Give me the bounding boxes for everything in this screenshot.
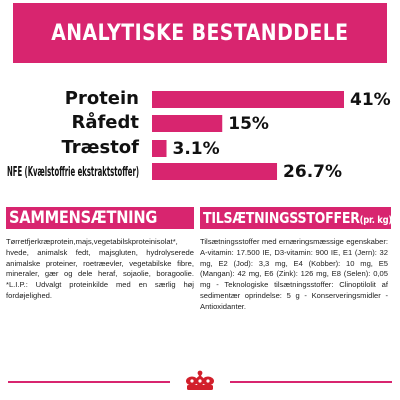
- additives-heading-text: TILSÆTNINGSSTOFFER: [203, 209, 360, 227]
- category-label: Protein: [65, 88, 139, 109]
- value-label: 26.7%: [283, 162, 342, 182]
- composition-text: Tørretfjerkræprotein,majs,vegetabilskpro…: [6, 237, 194, 300]
- value-label: 3.1%: [173, 139, 220, 159]
- additives-heading-bar: TILSÆTNINGSSTOFFER(pr. kg): [200, 207, 391, 229]
- additives-heading-suffix: (pr. kg): [359, 215, 391, 226]
- value-label: 15%: [228, 114, 269, 134]
- footer-rule-right: [230, 381, 392, 383]
- additives-text: Tilsætningsstoffer med ernæringsmæssige …: [200, 237, 388, 311]
- bar: [152, 140, 167, 157]
- bar: [152, 163, 278, 180]
- composition-heading: SAMMENSÆTNING: [9, 208, 158, 228]
- category-label: NFE (Kvælstoffrie ekstraktstoffer): [7, 165, 139, 180]
- bar: [152, 115, 223, 132]
- analysis-title-banner: ANALYTISKE BESTANDDELE: [13, 3, 387, 63]
- category-label: Træstof: [61, 137, 139, 158]
- additives-heading: TILSÆTNINGSSTOFFER(pr. kg): [203, 209, 391, 227]
- value-label: 41%: [350, 90, 391, 110]
- royal-canin-crown-logo-icon: [186, 370, 214, 390]
- composition-heading-bar: SAMMENSÆTNING: [6, 207, 194, 229]
- category-label: Råfedt: [71, 111, 139, 133]
- analysis-title: ANALYTISKE BESTANDDELE: [51, 20, 349, 46]
- footer-rule-left: [8, 381, 170, 383]
- analysis-bar-chart: Protein 41% Råfedt 15% Træstof 3.1% NFE (Kvæls…: [7, 88, 391, 182]
- bar: [152, 91, 344, 108]
